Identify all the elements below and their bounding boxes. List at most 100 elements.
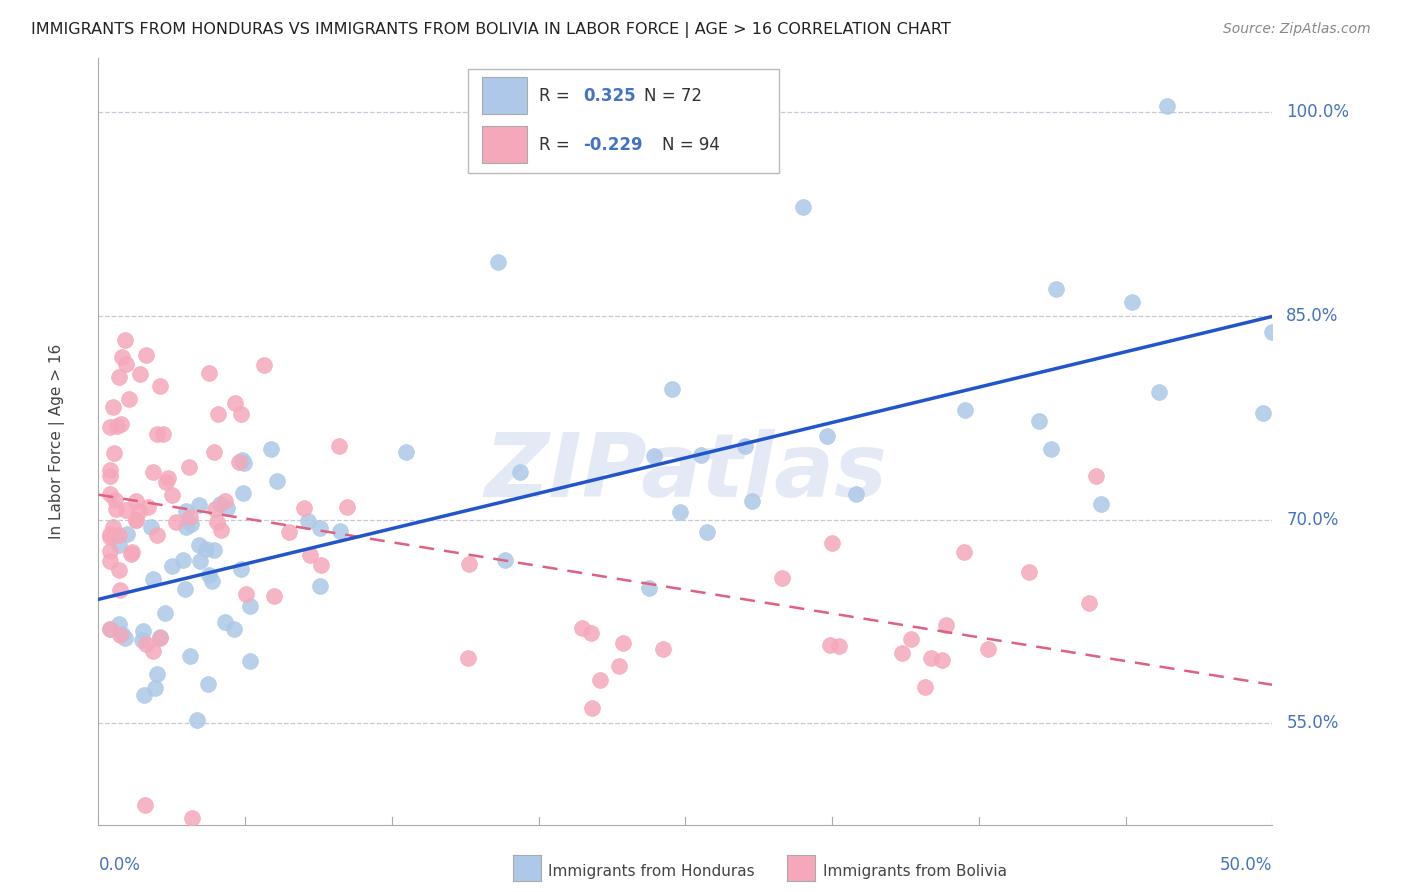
Point [328,439,350,453]
Point [188,554,211,568]
Text: Immigrants from Bolivia: Immigrants from Bolivia [823,864,1007,879]
Point [821,536,844,550]
Point [98,469,121,483]
Point [652,641,675,656]
Point [1121,295,1143,310]
Point [1156,98,1178,112]
Point [98,487,121,501]
Point [198,567,221,582]
Point [214,615,236,629]
Point [174,520,197,534]
Point [457,557,479,571]
Point [589,673,612,688]
Text: R =: R = [538,136,575,153]
Point [277,524,299,539]
Text: IMMIGRANTS FROM HONDURAS VS IMMIGRANTS FROM BOLIVIA IN LABOR FORCE | AGE > 16 CO: IMMIGRANTS FROM HONDURAS VS IMMIGRANTS F… [31,22,950,38]
Point [734,439,756,453]
Point [900,632,922,647]
Point [297,515,319,529]
Text: 0.0%: 0.0% [98,855,141,873]
Point [817,428,839,442]
Point [149,378,172,392]
Point [153,606,176,620]
Point [108,528,131,542]
Point [101,400,124,414]
Point [217,501,239,516]
Point [309,579,332,593]
Point [149,631,172,645]
Point [198,366,221,380]
Point [231,453,253,467]
Point [139,519,162,533]
Point [571,621,593,635]
Point [224,395,246,409]
Point [1045,282,1067,296]
Point [259,442,281,456]
Point [935,618,957,632]
Point [108,538,131,552]
Point [494,553,516,567]
Point [1028,414,1050,428]
Point [103,446,125,460]
Point [104,501,127,516]
Point [1078,596,1101,610]
Point [266,474,288,488]
Point [125,513,148,527]
Point [98,622,121,636]
Point [309,521,332,535]
Point [111,350,134,364]
Point [117,527,139,541]
Text: Immigrants from Honduras: Immigrants from Honduras [548,864,755,879]
Point [233,456,256,470]
Point [172,553,194,567]
Point [581,625,603,640]
Point [239,599,262,614]
Point [931,653,953,667]
Point [155,475,177,489]
Point [231,562,253,576]
Point [128,504,150,518]
Point [1039,442,1062,456]
Point [98,526,121,541]
Point [976,642,998,657]
Point [132,624,155,639]
Point [180,516,202,531]
Text: R =: R = [538,87,575,104]
Point [201,574,224,588]
Point [149,630,172,644]
Text: Source: ZipAtlas.com: Source: ZipAtlas.com [1223,22,1371,37]
FancyBboxPatch shape [482,77,527,114]
Point [107,616,129,631]
Point [845,487,868,501]
Point [142,572,165,586]
Point [197,676,219,690]
FancyBboxPatch shape [468,70,779,173]
Text: In Labor Force | Age > 16: In Labor Force | Age > 16 [49,344,65,539]
Point [110,417,132,431]
Point [1018,565,1040,579]
Point [1147,384,1170,399]
Point [188,498,211,512]
Point [232,485,254,500]
Point [111,627,134,641]
Point [607,659,630,673]
Point [108,369,131,384]
Point [145,666,167,681]
Point [914,681,936,695]
Point [174,582,197,597]
Point [194,541,217,556]
Point [204,444,226,458]
Point [952,545,974,559]
Point [828,639,851,653]
Point [770,571,793,585]
Point [128,368,150,382]
Point [160,559,183,574]
Point [103,520,125,534]
Point [696,525,718,540]
Text: N = 94: N = 94 [662,136,720,153]
Point [118,392,141,407]
Point [114,357,136,371]
Point [121,545,143,559]
Text: 85.0%: 85.0% [1286,307,1339,325]
Point [329,524,352,539]
